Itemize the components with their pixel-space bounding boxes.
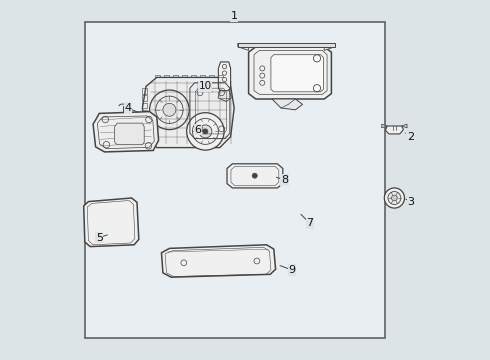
Text: 8: 8 <box>281 175 288 185</box>
Circle shape <box>199 125 212 138</box>
Polygon shape <box>272 99 303 110</box>
Polygon shape <box>382 124 387 128</box>
Bar <box>85 22 386 338</box>
Text: 4: 4 <box>124 103 131 113</box>
Text: 1: 1 <box>231 11 238 21</box>
Polygon shape <box>386 126 403 134</box>
Circle shape <box>163 103 176 116</box>
Polygon shape <box>238 43 248 50</box>
Polygon shape <box>218 91 231 102</box>
Circle shape <box>388 192 401 204</box>
Text: 10: 10 <box>199 81 212 91</box>
Text: 3: 3 <box>407 197 414 207</box>
Text: 7: 7 <box>306 218 314 228</box>
Text: 2: 2 <box>407 132 414 142</box>
Polygon shape <box>402 124 407 128</box>
Circle shape <box>187 113 224 150</box>
Polygon shape <box>143 77 234 148</box>
Polygon shape <box>162 245 275 277</box>
Circle shape <box>252 173 257 178</box>
Circle shape <box>203 129 208 134</box>
Polygon shape <box>93 112 159 152</box>
Polygon shape <box>238 43 335 47</box>
Polygon shape <box>84 198 139 247</box>
Text: 9: 9 <box>288 265 295 275</box>
Polygon shape <box>227 164 283 188</box>
Polygon shape <box>324 43 335 50</box>
Circle shape <box>392 195 397 201</box>
Text: 6: 6 <box>195 125 202 135</box>
Polygon shape <box>271 55 323 92</box>
Polygon shape <box>248 47 331 99</box>
Text: 5: 5 <box>96 233 103 243</box>
Circle shape <box>384 188 404 208</box>
Polygon shape <box>219 62 231 91</box>
Polygon shape <box>115 123 144 145</box>
